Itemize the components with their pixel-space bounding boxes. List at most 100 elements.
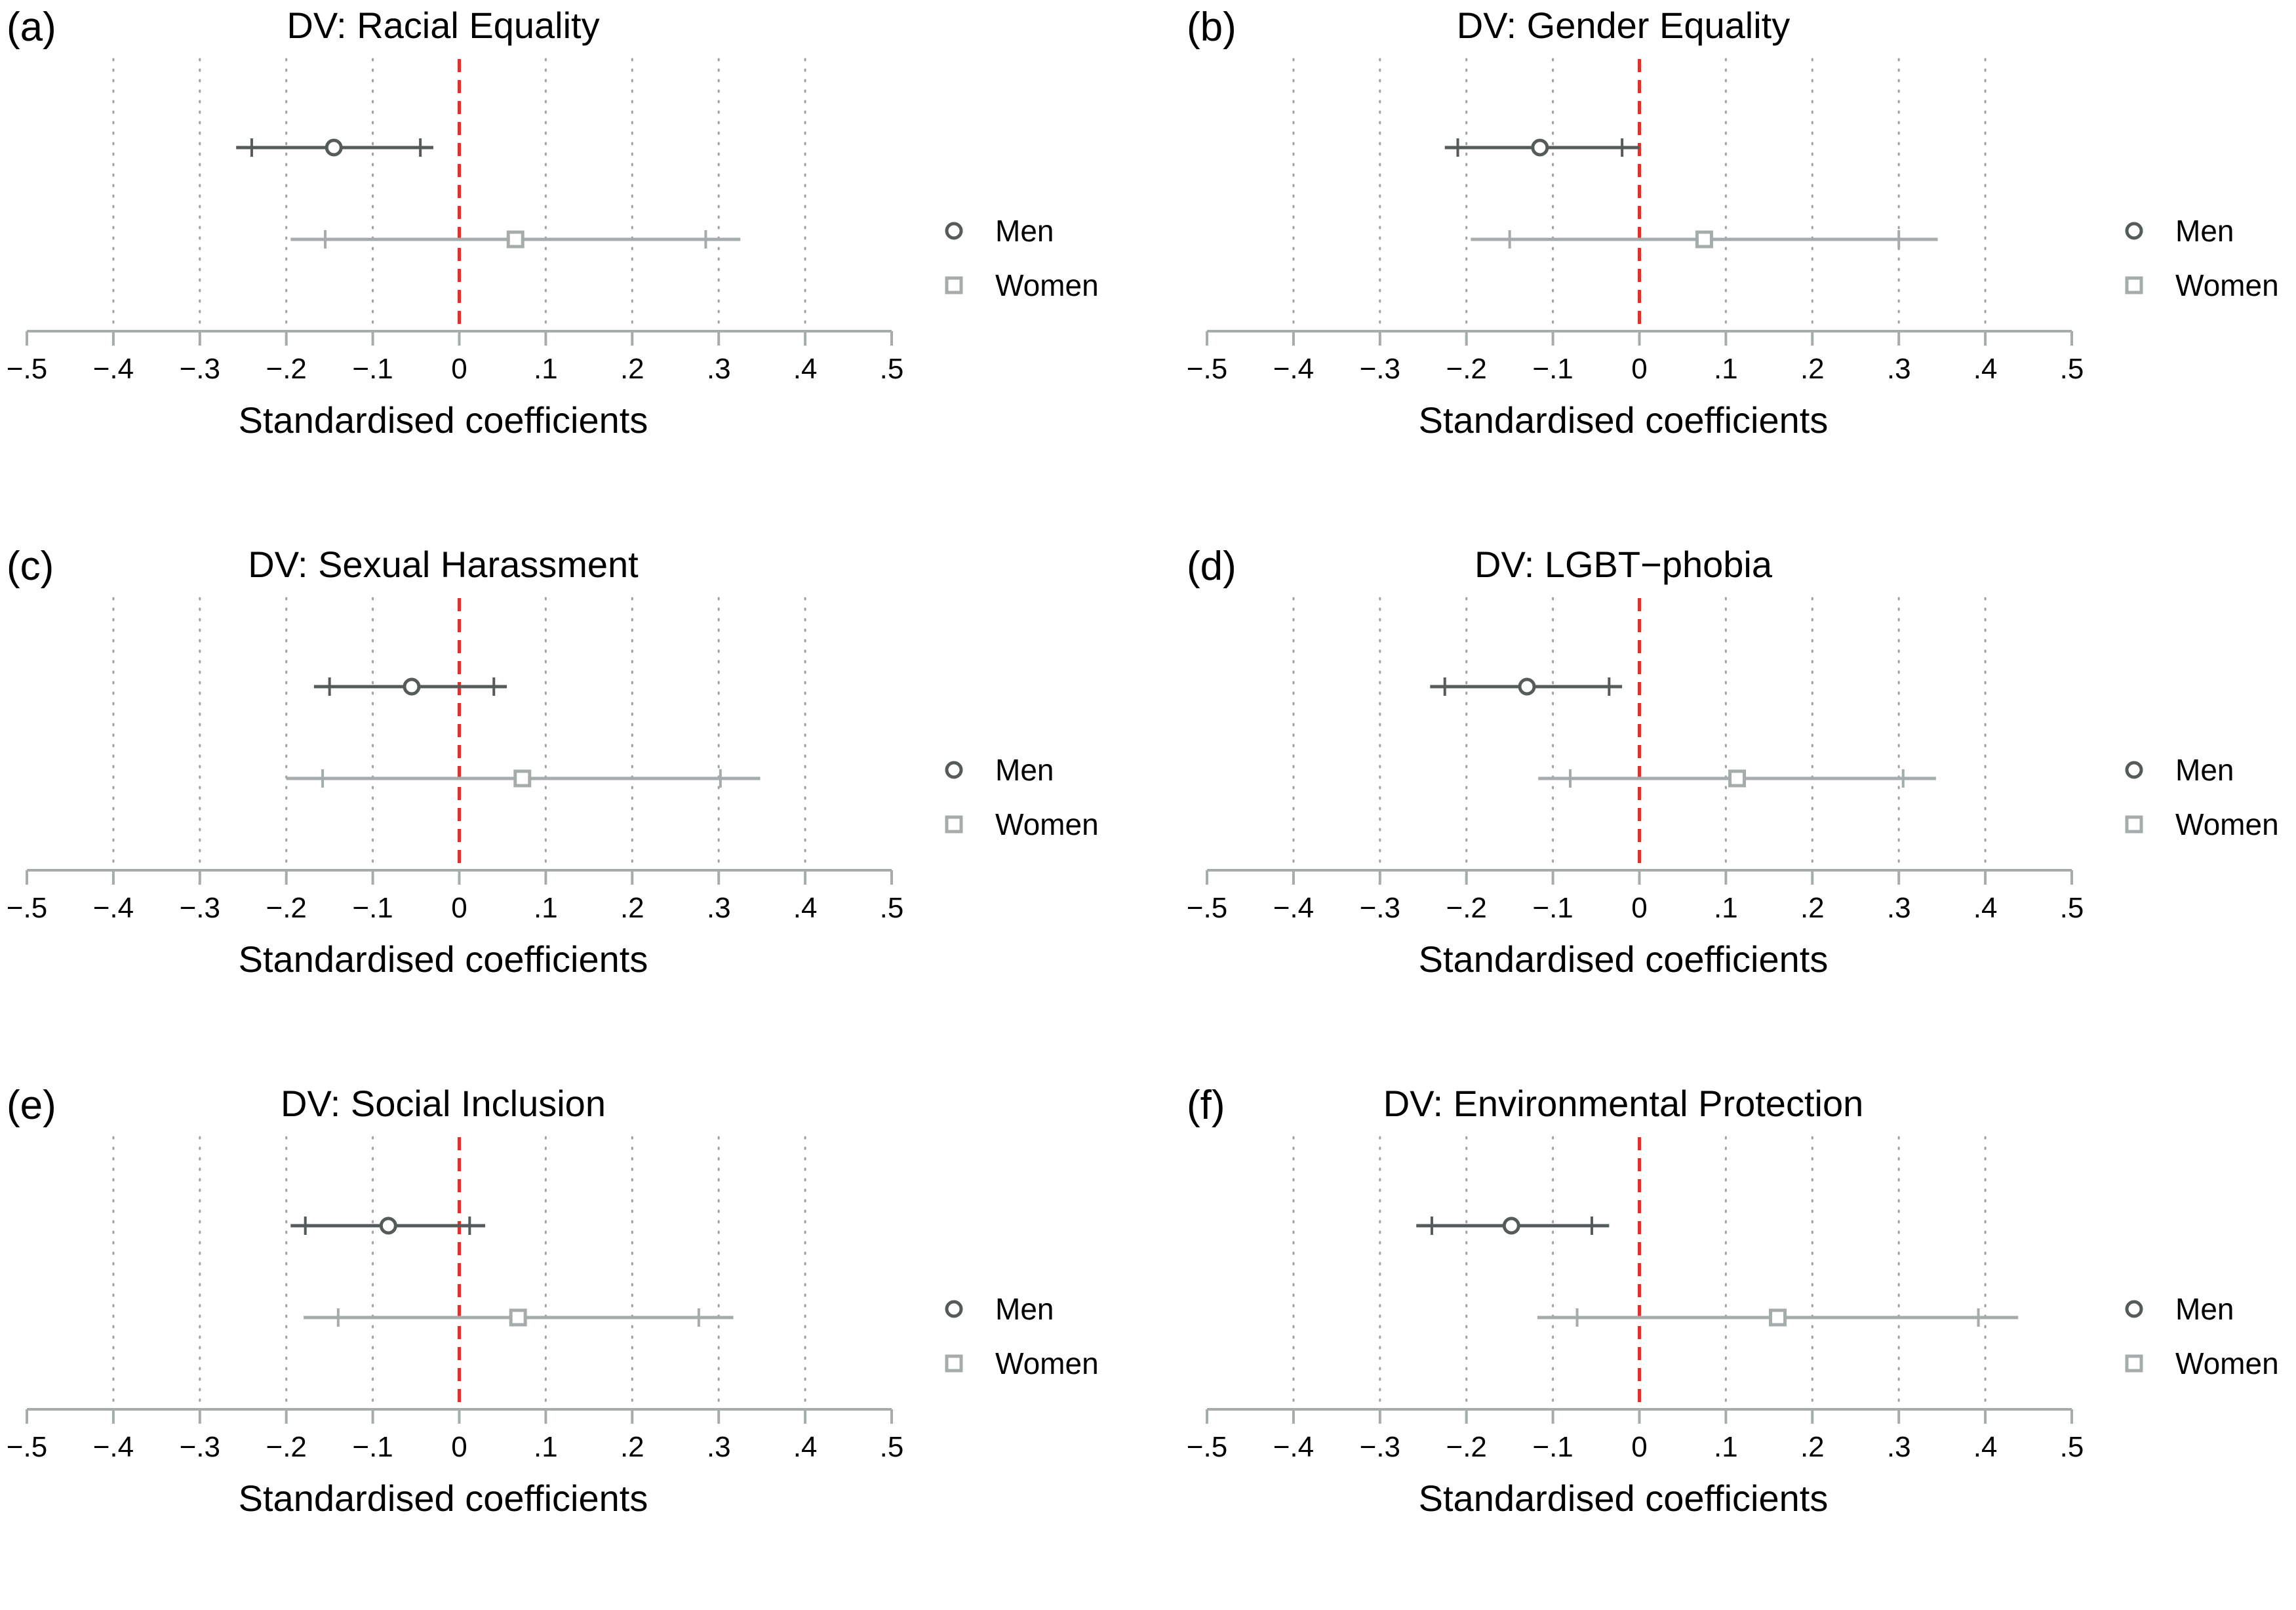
legend-label: Women	[2175, 268, 2279, 302]
x-tick-label: .3	[1887, 892, 1911, 924]
panel-title: DV: Gender Equality	[1457, 5, 1790, 46]
x-tick-label: −.4	[93, 1431, 134, 1463]
legend: Men Women	[2125, 753, 2279, 841]
legend: Men Women	[945, 753, 1099, 841]
x-tick-label: .5	[880, 892, 904, 924]
legend-label: Men	[995, 753, 1054, 787]
women-point-estimate	[506, 230, 525, 249]
x-tick-label: .4	[1973, 353, 1998, 385]
x-tick-label: 0	[1631, 353, 1647, 385]
x-tick-label: −.3	[1360, 892, 1400, 924]
x-tick-label: −.4	[1273, 353, 1314, 385]
legend-label: Women	[995, 1346, 1099, 1380]
x-tick-label: −.1	[1532, 892, 1573, 924]
legend-label: Men	[995, 1292, 1054, 1326]
legend-label: Men	[2175, 753, 2234, 787]
x-tick-label: .3	[707, 1431, 731, 1463]
x-tick-label: −.2	[1446, 353, 1487, 385]
legend-men-marker	[945, 761, 963, 779]
x-tick-label: −.3	[180, 892, 220, 924]
x-tick-label: −.3	[180, 353, 220, 385]
x-axis-label: Standardised coefficients	[239, 399, 648, 441]
panel-label: (e)	[7, 1083, 56, 1128]
x-tick-label: .1	[534, 1431, 558, 1463]
panel-label: (c)	[7, 544, 54, 589]
legend-women-marker	[2125, 276, 2143, 294]
legend-women-marker	[945, 276, 963, 294]
x-tick-label: −.1	[352, 1431, 393, 1463]
x-tick-label: .5	[2060, 892, 2084, 924]
men-point-estimate	[1531, 138, 1549, 157]
x-tick-label: −.5	[1187, 1431, 1227, 1463]
legend-label: Women	[2175, 807, 2279, 841]
x-tick-label: .5	[880, 1431, 904, 1463]
chart-panel: (e) DV: Social Inclusion −.5 −.4 −.3 −.2 −.1 0.…	[7, 1083, 1099, 1519]
x-tick-label: −.5	[7, 353, 47, 385]
x-tick-label: .4	[1973, 892, 1998, 924]
x-tick-label: .3	[1887, 353, 1911, 385]
x-tick-label: −.4	[1273, 1431, 1314, 1463]
legend-label: Men	[995, 214, 1054, 248]
panel-label: (d)	[1187, 544, 1237, 589]
x-tick-label: .4	[793, 353, 818, 385]
x-tick-label: .1	[534, 892, 558, 924]
x-tick-label: .5	[2060, 1431, 2084, 1463]
x-tick-label: −.1	[1532, 353, 1573, 385]
men-point-estimate	[403, 677, 421, 696]
x-tick-label: .2	[1800, 353, 1825, 385]
x-tick-label: 0	[451, 1431, 467, 1463]
x-tick-label: .2	[1800, 892, 1825, 924]
legend: Men Women	[945, 1292, 1099, 1380]
legend-women-marker	[2125, 1354, 2143, 1373]
x-tick-label: −.4	[1273, 892, 1314, 924]
x-tick-label: .2	[620, 1431, 644, 1463]
men-point-estimate	[325, 138, 343, 157]
x-axis-label: Standardised coefficients	[1419, 938, 1829, 980]
x-tick-label: .5	[2060, 353, 2084, 385]
men-point-estimate	[1502, 1217, 1520, 1235]
women-point-estimate	[1695, 230, 1713, 249]
legend-women-marker	[945, 1354, 963, 1373]
legend-men-marker	[2125, 222, 2143, 240]
panel-title: DV: Racial Equality	[287, 5, 599, 46]
legend-women-marker	[2125, 815, 2143, 834]
legend-label: Women	[995, 268, 1099, 302]
legend-men-marker	[945, 1300, 963, 1318]
women-point-estimate	[1769, 1308, 1787, 1327]
x-tick-label: −.4	[93, 353, 134, 385]
x-tick-label: −.2	[266, 892, 307, 924]
chart-panel: (d) DV: LGBT−phobia −.5 −.4 −.3 −.2 −.1 0 .1 .2 .3…	[1187, 544, 2279, 980]
panel-label: (b)	[1187, 5, 1237, 50]
x-axis-label: Standardised coefficients	[239, 1478, 648, 1519]
legend-label: Women	[995, 807, 1099, 841]
x-tick-label: 0	[451, 892, 467, 924]
x-tick-label: .1	[1714, 892, 1738, 924]
legend-label: Women	[2175, 1346, 2279, 1380]
x-tick-label: .2	[1800, 1431, 1825, 1463]
women-point-estimate	[513, 769, 532, 788]
panel-title: DV: LGBT−phobia	[1475, 544, 1773, 585]
x-tick-label: −.2	[1446, 892, 1487, 924]
x-axis-label: Standardised coefficients	[239, 938, 648, 980]
legend: Men Women	[2125, 214, 2279, 302]
chart-panel: (b) DV: Gender Equality −.5 −.4 −.3 −.2 −.1 0 .1…	[1187, 5, 2279, 441]
legend-label: Men	[2175, 214, 2234, 248]
x-tick-label: −.2	[266, 1431, 307, 1463]
legend-women-marker	[945, 815, 963, 834]
women-point-estimate	[1728, 769, 1747, 788]
men-point-estimate	[1518, 677, 1536, 696]
legend-men-marker	[945, 222, 963, 240]
x-tick-label: .1	[1714, 353, 1738, 385]
x-tick-label: 0	[1631, 1431, 1647, 1463]
x-tick-label: .3	[1887, 1431, 1911, 1463]
legend: Men Women	[2125, 1292, 2279, 1380]
x-tick-label: −.1	[352, 892, 393, 924]
x-tick-label: −.2	[1446, 1431, 1487, 1463]
x-tick-label: −.5	[1187, 892, 1227, 924]
x-tick-label: .3	[707, 892, 731, 924]
men-point-estimate	[379, 1217, 397, 1235]
x-tick-label: −.4	[93, 892, 134, 924]
x-tick-label: −.5	[1187, 353, 1227, 385]
chart-panel: (f) DV: Environmental Protection −.5 −.4 −.3…	[1187, 1083, 2279, 1519]
